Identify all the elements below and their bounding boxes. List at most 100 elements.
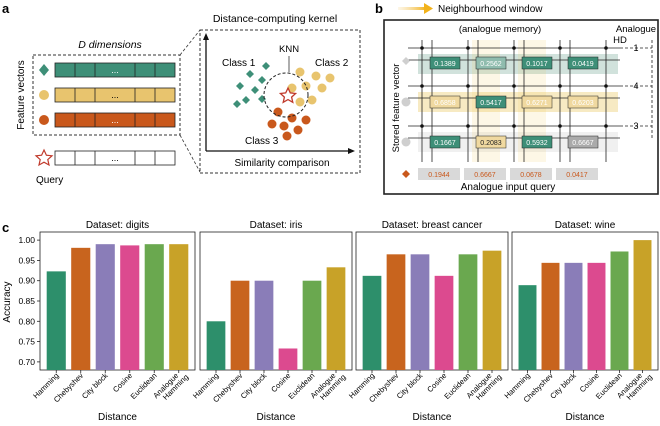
connector-line [179, 134, 201, 173]
hd-output-1: 1 [633, 43, 638, 53]
bar-analogue-hamming [633, 240, 652, 370]
panel-b-label: b [375, 1, 383, 16]
y-tick-label: 0.90 [18, 276, 35, 286]
hd-output-2: 4 [633, 81, 638, 91]
feature-vector-row-1: ... [54, 62, 176, 78]
cells-row-2: 0.6858 0.5417 0.6271 0.6203 [429, 95, 599, 109]
distance-axis-label: Distance [566, 412, 605, 423]
svg-text:0.0417: 0.0417 [566, 172, 588, 179]
class3-points [267, 107, 311, 141]
analogue-hd-label-2: HD [613, 35, 627, 46]
y-tick-label: 0.70 [18, 357, 35, 367]
chart-title: Dataset: iris [250, 220, 303, 231]
query-cells: 0.1944 0.6667 0.0678 0.0417 [418, 168, 598, 180]
row-2-hexagon-marker [401, 97, 411, 107]
junction-dots [420, 46, 608, 128]
distance-axis-label: Distance [257, 412, 296, 423]
bar-cosine [587, 262, 606, 370]
bar-cosine [120, 245, 140, 370]
panel-a-label: a [2, 1, 10, 16]
bar-chebyshev [386, 254, 406, 370]
svg-text:0.0419: 0.0419 [572, 61, 594, 68]
chart-title: Dataset: breast cancer [382, 220, 483, 231]
chart-frame-2 [355, 231, 509, 371]
x-tick-label: Cosine [425, 371, 448, 394]
diamond-marker [39, 64, 49, 76]
query-vector: ... [54, 150, 176, 166]
bar-chebyshev [541, 262, 560, 370]
dimensions-title: D dimensions [78, 39, 142, 51]
bar-city-block [564, 262, 583, 370]
bar-analogue-hamming [326, 267, 346, 370]
knn-neighbourhood-circle [263, 72, 309, 118]
x-tick-label: City block [239, 371, 269, 401]
bar-hamming [518, 285, 537, 370]
query-star-icon [34, 148, 54, 167]
analogue-hd-label-1: Analogue [616, 24, 656, 35]
bar-city-block [95, 244, 115, 370]
feature-vector-row-2: ... [54, 87, 176, 103]
x-tick-label: Cosine [269, 371, 292, 394]
bar-analogue-hamming [482, 250, 502, 370]
analogue-memory-label: (analogue memory) [459, 24, 541, 35]
bar-hamming [46, 271, 66, 370]
panel-a: a D dimensions Feature vectors ... [2, 1, 361, 186]
neighbourhood-window-label: Neighbourhood window [438, 4, 543, 15]
x-tick-label: City block [395, 371, 425, 401]
ellipsis-text: ... [111, 65, 119, 75]
bar-euclidean [144, 244, 164, 370]
ellipsis-text: ... [111, 90, 119, 100]
bar-hamming [362, 275, 382, 370]
distance-axis-label: Distance [98, 412, 137, 423]
input-query-label: Analogue input query [461, 182, 556, 193]
y-tick-label: 0.85 [18, 296, 35, 306]
charts-area: Dataset: digits 0.70 0.75 0.80 0.85 0.90 0.95 1… [18, 220, 659, 423]
y-tick-label: 0.80 [18, 316, 35, 326]
bar-city-block [254, 280, 274, 370]
x-tick-label: AnalogueHamming [151, 367, 190, 406]
svg-text:0.5417: 0.5417 [480, 100, 502, 107]
hexagon-marker [39, 90, 49, 100]
x-tick-label: AnalogueHamming [615, 367, 654, 406]
hd-output-3: 3 [633, 121, 638, 131]
bar-hamming [206, 321, 226, 370]
svg-text:0.6858: 0.6858 [434, 100, 456, 107]
cells-row-1: 0.1389 0.2562 0.1017 0.0419 [429, 56, 599, 70]
svg-text:0.1017: 0.1017 [526, 61, 548, 68]
x-tick-label: Cosine [111, 371, 134, 394]
bar-chebyshev [230, 280, 250, 370]
row-3-circle-marker [401, 137, 411, 147]
svg-text:0.5932: 0.5932 [526, 140, 548, 147]
ellipsis-text: ... [111, 115, 119, 125]
x-tick-label: City block [80, 371, 110, 401]
circle-marker [39, 115, 49, 125]
class2-points [287, 67, 335, 107]
bar-cosine [434, 275, 454, 370]
cells-row-3: 0.1667 0.2083 0.5932 0.6667 [429, 135, 599, 149]
chart-title: Dataset: wine [555, 220, 616, 231]
ellipsis-text: ... [111, 153, 119, 163]
knn-query-star-icon [278, 86, 298, 104]
kernel-dashed-frame [199, 29, 361, 174]
query-diamond-marker [402, 170, 410, 178]
bar-euclidean [610, 251, 629, 370]
panel-b: b Neighbourhood window (analogue memory)… [375, 1, 659, 195]
svg-text:0.6271: 0.6271 [526, 100, 548, 107]
class1-label: Class 1 [222, 58, 256, 69]
neighbourhood-arrow-bar [398, 7, 426, 10]
svg-text:0.1667: 0.1667 [434, 140, 456, 147]
chart-frame-1 [199, 231, 353, 371]
panel-c-label: c [2, 220, 9, 235]
svg-text:0.1944: 0.1944 [428, 172, 450, 179]
svg-text:0.1389: 0.1389 [434, 61, 456, 68]
bar-euclidean [302, 280, 322, 370]
x-tick-label: AnalogueHamming [309, 367, 348, 406]
x-axis-arrowhead [348, 148, 355, 154]
chart-title: Dataset: digits [86, 220, 149, 231]
panel-c: c Accuracy Dataset: digits 0.70 0.75 0.80 0.… [2, 220, 659, 423]
svg-text:0.6667: 0.6667 [572, 140, 594, 147]
accuracy-axis-label: Accuracy [2, 281, 13, 322]
knn-label: KNN [279, 44, 299, 55]
bar-analogue-hamming [169, 244, 189, 370]
y-tick-label: 0.75 [18, 337, 35, 347]
